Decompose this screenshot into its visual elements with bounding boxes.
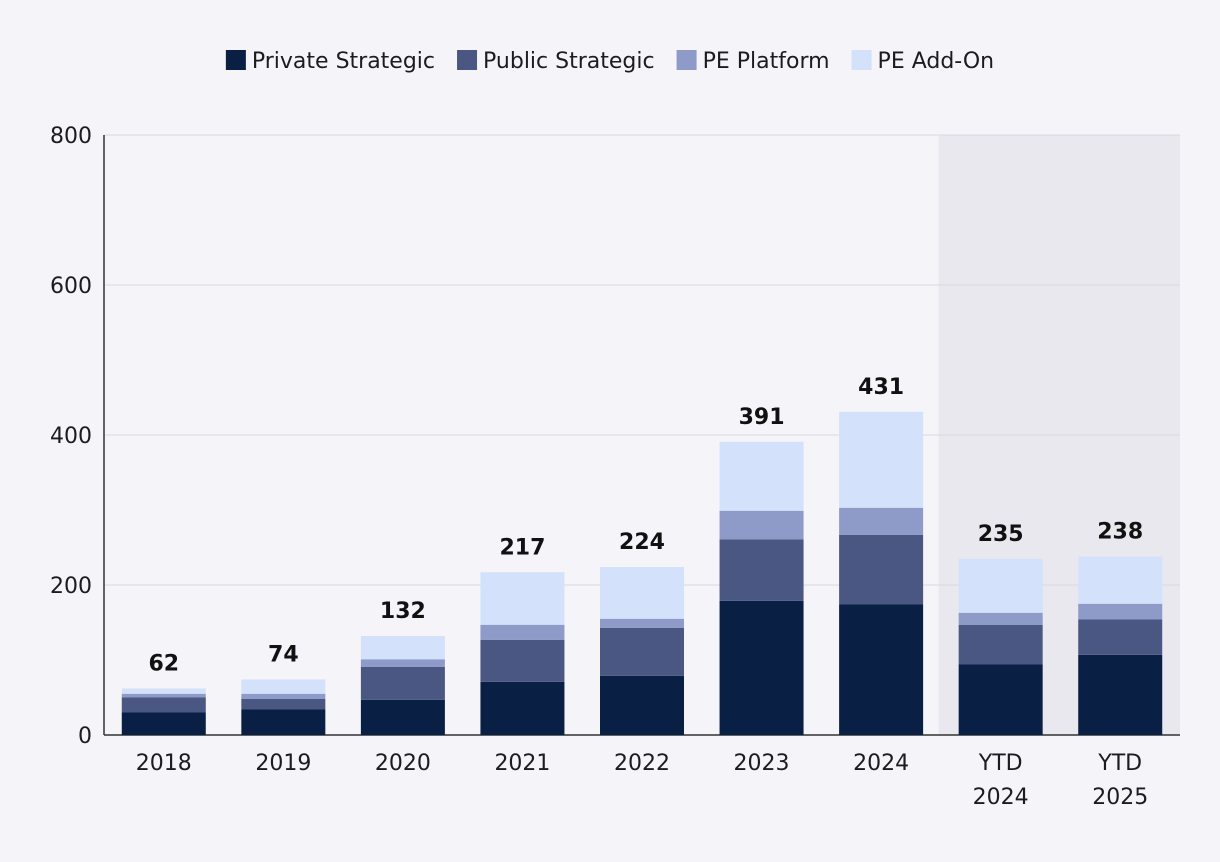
bar-segment-private-strategic — [958, 664, 1043, 735]
bar-segment-pe-add-on — [600, 567, 684, 619]
bar-total-label: 224 — [619, 530, 665, 555]
y-tick-label: 200 — [50, 574, 92, 599]
bar-segment-public-strategic — [839, 534, 924, 605]
x-tick-label: 2021 — [494, 751, 550, 776]
bar-segment-pe-platform — [839, 507, 924, 535]
bar-segment-private-strategic — [600, 675, 684, 735]
bar-segment-private-strategic — [719, 600, 804, 735]
bar-segment-private-strategic — [1078, 654, 1163, 735]
bar-segment-pe-platform — [480, 624, 565, 640]
legend-swatch-public-strategic — [457, 50, 478, 70]
legend-label-public-strategic: Public Strategic — [483, 49, 655, 74]
x-tick-label: YTD 2024 — [973, 751, 1029, 810]
bar-total-label: 217 — [499, 535, 545, 560]
y-tick-label: 800 — [50, 124, 92, 149]
bar-segment-private-strategic — [839, 604, 924, 735]
bar-segment-pe-add-on — [839, 411, 924, 508]
chart-legend: Private Strategic Public Strategic PE Plat… — [225, 49, 995, 74]
bar-segment-pe-add-on — [360, 636, 445, 660]
bar-segment-public-strategic — [958, 624, 1043, 665]
x-tick-label: YTD 2025 — [1092, 751, 1148, 810]
y-tick-label: 400 — [50, 424, 92, 449]
bar-segment-public-strategic — [121, 697, 206, 713]
bar-segment-pe-platform — [1078, 603, 1163, 620]
bar-total-label: 62 — [148, 652, 179, 677]
bar-segment-public-strategic — [600, 627, 684, 676]
legend-label-private-strategic: Private Strategic — [252, 49, 435, 74]
bar-segment-private-strategic — [480, 681, 565, 735]
bar-total-label: 74 — [268, 643, 299, 668]
x-tick-label: 2018 — [136, 751, 192, 776]
legend-label-pe-platform: PE Platform — [703, 49, 830, 74]
legend-swatch-pe-platform — [676, 50, 697, 70]
legend-swatch-pe-add-on — [851, 50, 872, 70]
legend-swatch-private-strategic — [225, 50, 246, 70]
bar-segment-pe-platform — [360, 659, 445, 667]
bar-segment-pe-platform — [958, 612, 1043, 625]
bar-segment-pe-platform — [121, 693, 206, 698]
x-tick-label: 2022 — [614, 751, 670, 776]
bar-segment-private-strategic — [121, 712, 206, 735]
bar-total-label: 238 — [1097, 520, 1143, 545]
bar-total-label: 132 — [380, 599, 426, 624]
bar-segment-pe-add-on — [121, 688, 206, 694]
bar-segment-pe-add-on — [719, 441, 804, 511]
x-tick-label: 2019 — [255, 751, 311, 776]
bar-segment-pe-add-on — [1078, 556, 1163, 604]
bar-segment-pe-platform — [241, 693, 326, 699]
y-tick-label: 600 — [50, 274, 92, 299]
bar-segment-pe-platform — [600, 618, 684, 628]
bar-segment-public-strategic — [1078, 619, 1163, 655]
bar-segment-public-strategic — [360, 666, 445, 700]
bar-segment-public-strategic — [719, 539, 804, 601]
y-tick-label: 0 — [78, 724, 92, 749]
bar-segment-private-strategic — [241, 709, 326, 735]
bar-segment-public-strategic — [480, 639, 565, 682]
x-tick-label: 2023 — [734, 751, 790, 776]
bar-segment-public-strategic — [241, 699, 326, 710]
bar-segment-pe-add-on — [480, 572, 565, 625]
x-tick-label: 2020 — [375, 751, 431, 776]
bar-total-label: 391 — [739, 405, 785, 430]
bar-segment-pe-add-on — [958, 558, 1043, 613]
plot-area: 0 200 400 600 800 62 2018 74 2019 132 2020 217 2021 2… — [50, 124, 1180, 810]
bar-total-label: 235 — [978, 522, 1024, 547]
bar-segment-pe-add-on — [241, 679, 326, 694]
bar-segment-private-strategic — [360, 699, 445, 735]
legend-label-pe-add-on: PE Add-On — [878, 49, 995, 74]
bar-total-label: 431 — [858, 375, 904, 400]
bar-segment-pe-platform — [719, 510, 804, 540]
x-tick-label: 2024 — [853, 751, 909, 776]
